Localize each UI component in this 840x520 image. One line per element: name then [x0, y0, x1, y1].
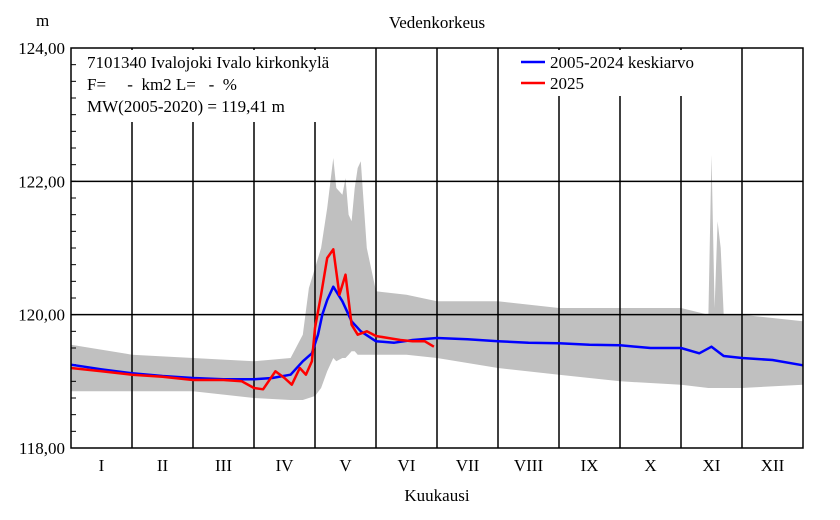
x-axis-label: Kuukausi — [404, 486, 469, 505]
legend-label-average: 2005-2024 keskiarvo — [550, 53, 694, 72]
info-box: 7101340 Ivalojoki Ivalo kirkonkylä F= - … — [80, 50, 340, 122]
series-layer — [70, 248, 804, 391]
y-tick-labels: 118,00 120,00 122,00 124,00 — [18, 39, 65, 458]
month-label: V — [339, 456, 352, 475]
grid-layer — [71, 48, 803, 448]
month-label: II — [157, 456, 169, 475]
month-label: X — [644, 456, 656, 475]
legend-background — [515, 50, 737, 96]
month-label: VII — [456, 456, 480, 475]
y-tick-label: 118,00 — [19, 439, 65, 458]
y-tick-label: 122,00 — [18, 172, 65, 191]
series-line-2025 — [70, 248, 435, 391]
month-label: VI — [398, 456, 416, 475]
plot-frame — [70, 47, 804, 449]
y-tick-label: 120,00 — [18, 306, 65, 325]
station-name: 7101340 Ivalojoki Ivalo kirkonkylä — [87, 53, 330, 72]
series-line-average — [70, 285, 804, 381]
station-mw: MW(2005-2020) = 119,41 m — [87, 97, 285, 116]
info-box-background — [80, 50, 340, 122]
chart-title: Vedenkorkeus — [389, 13, 485, 32]
y-tick-label: 124,00 — [18, 39, 65, 58]
month-label: IX — [581, 456, 599, 475]
month-label: XII — [761, 456, 785, 475]
station-area: F= - km2 L= - % — [87, 75, 237, 94]
month-label: IV — [276, 456, 295, 475]
month-label: I — [99, 456, 105, 475]
month-label: VIII — [514, 456, 544, 475]
y-axis-label: m — [36, 11, 49, 30]
legend-label-2025: 2025 — [550, 74, 584, 93]
legend: 2005-2024 keskiarvo 2025 — [515, 50, 737, 96]
month-label: XI — [703, 456, 721, 475]
month-label: III — [215, 456, 232, 475]
x-tick-labels: I II III IV V VI VII VIII IX X XI XII — [99, 456, 785, 475]
